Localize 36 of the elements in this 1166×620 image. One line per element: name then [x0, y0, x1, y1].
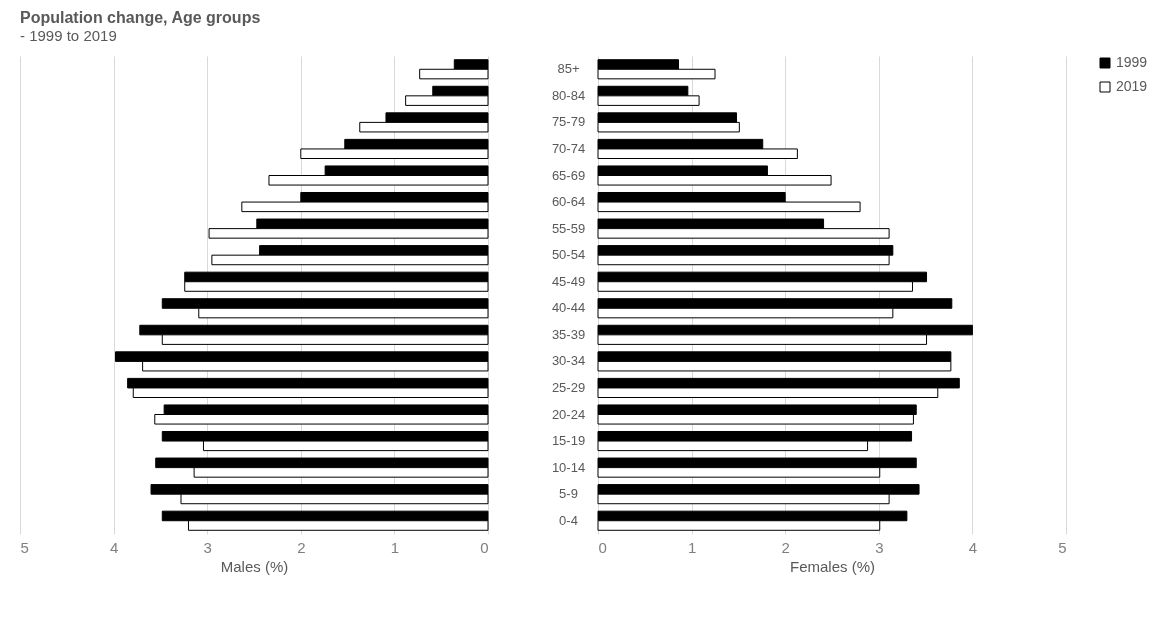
x-axis-title: Males (%) — [220, 557, 289, 575]
y-tick-label: 5-9 — [559, 486, 578, 502]
y-tick-label: 20-24 — [551, 406, 586, 422]
x-tick-label: 5 — [1058, 538, 1067, 556]
x-axis-title: Females (%) — [789, 557, 876, 575]
x-tick-label: 2 — [781, 538, 790, 556]
x-tick-label: 4 — [968, 538, 978, 556]
x-tick-label: 2 — [297, 538, 306, 556]
chart-title: Population change, Age groups — [20, 9, 261, 26]
legend-label: 1999 — [1116, 54, 1148, 70]
y-tick-label: 85+ — [557, 61, 580, 77]
y-tick-label: 60-64 — [551, 194, 586, 210]
y-tick-label: 50-54 — [551, 247, 586, 263]
y-tick-label: 15-19 — [551, 433, 586, 449]
y-tick-label: 30-34 — [551, 353, 586, 369]
y-tick-label: 55-59 — [551, 220, 586, 236]
x-tick-label: 5 — [20, 538, 29, 556]
chart-subtitle: - 1999 to 2019 — [20, 27, 117, 44]
y-tick-label: 10-14 — [551, 459, 586, 475]
y-tick-label: 80-84 — [551, 87, 586, 103]
y-tick-label: 35-39 — [551, 326, 586, 342]
y-tick-label: 40-44 — [551, 300, 586, 316]
y-tick-label: 45-49 — [551, 273, 586, 289]
y-tick-label: 75-79 — [551, 114, 586, 130]
y-tick-label: 0-4 — [559, 512, 578, 528]
x-tick-label: 1 — [687, 538, 697, 556]
x-tick-label: 0 — [480, 538, 489, 556]
x-tick-label: 1 — [390, 538, 400, 556]
legend-label: 2019 — [1116, 78, 1148, 94]
x-tick-label: 0 — [598, 538, 607, 556]
y-tick-label: 70-74 — [551, 140, 586, 156]
y-tick-label: 65-69 — [551, 167, 586, 183]
x-tick-label: 4 — [109, 538, 119, 556]
x-tick-label: 3 — [875, 538, 884, 556]
y-tick-label: 25-29 — [551, 379, 586, 395]
x-tick-label: 3 — [203, 538, 212, 556]
